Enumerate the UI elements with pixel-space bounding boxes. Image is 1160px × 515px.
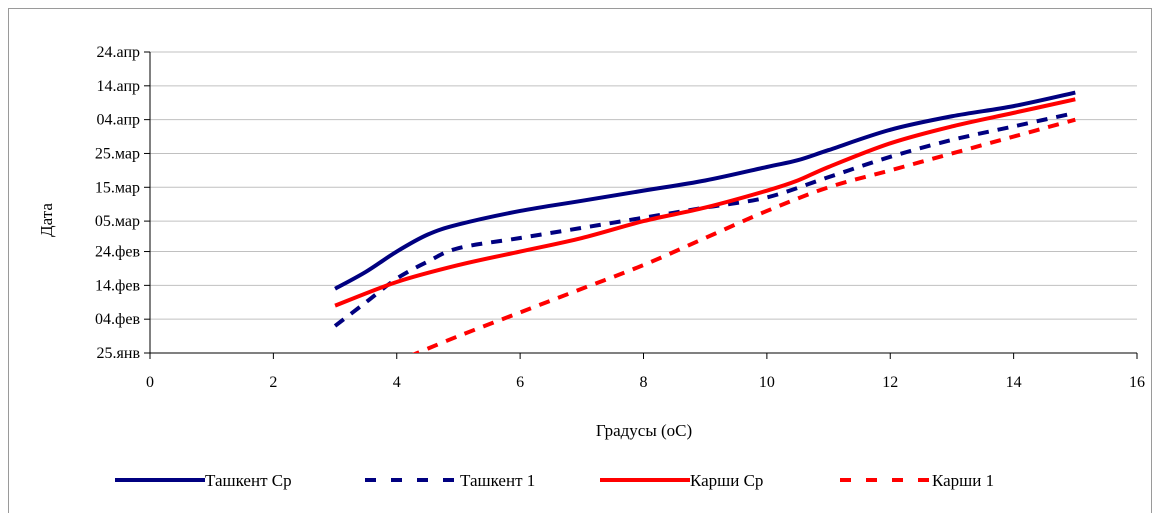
x-tick-label: 0 (146, 374, 154, 391)
x-tick-label: 8 (640, 374, 648, 391)
x-tick-label: 2 (269, 374, 277, 391)
legend-label-1: Ташкент Ср (205, 471, 292, 490)
y-tick-label: 15.мар (95, 179, 140, 196)
y-tick-label: 24.апр (97, 44, 140, 61)
y-tick-label: 25.мар (95, 145, 140, 162)
gridlines (150, 51, 1137, 320)
series-line-4 (412, 117, 1076, 353)
series-lines (333, 90, 1076, 353)
x-axis-title: Градусы (оС) (596, 421, 692, 440)
chart-frame (8, 8, 1152, 513)
axes (144, 51, 1138, 359)
x-tick-label: 14 (1006, 374, 1022, 391)
x-tick-label: 12 (882, 374, 898, 391)
y-tick-label: 14.фев (95, 277, 140, 294)
series-line-1 (334, 90, 1076, 291)
tick-labels: 25.янв 04.фев 14.фев 24.фев 05.мар 15.мар 25.м… (95, 44, 1145, 391)
x-tick-label: 10 (759, 374, 775, 391)
legend-label-2: Ташкент 1 (460, 471, 535, 490)
y-tick-label: 24.фев (95, 244, 140, 261)
series-line-3 (334, 97, 1076, 308)
legend-label-3: Карши Ср (690, 471, 763, 490)
y-tick-label: 14.апр (97, 78, 140, 95)
series-line-2 (333, 110, 1076, 328)
x-tick-label: 16 (1129, 374, 1145, 391)
x-tick-label: 4 (393, 374, 401, 391)
y-tick-label: 04.апр (97, 112, 140, 129)
y-tick-label: 25.янв (97, 345, 141, 362)
legend: Ташкент Ср Ташкент 1 Карши Ср Карши 1 (115, 471, 994, 490)
y-tick-label: 04.фев (95, 311, 140, 328)
y-tick-label: 05.мар (95, 213, 140, 230)
y-axis-title: Дата (37, 203, 56, 237)
x-tick-label: 6 (516, 374, 524, 391)
legend-label-4: Карши 1 (932, 471, 994, 490)
